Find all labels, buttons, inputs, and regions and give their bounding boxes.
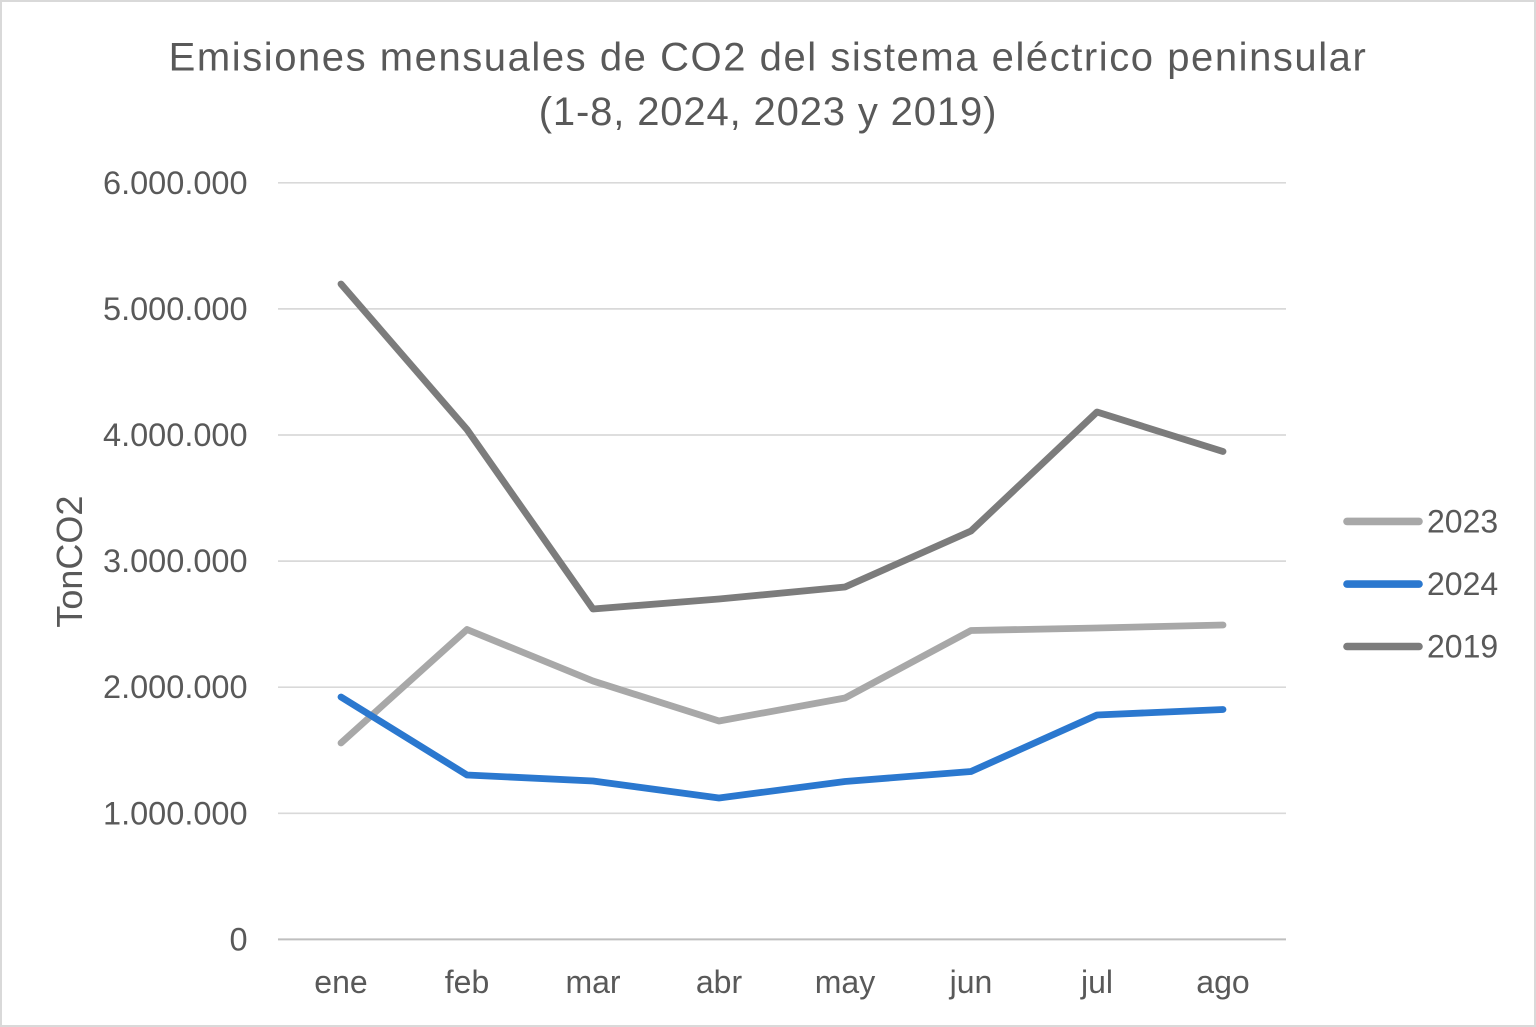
- svg-text:2019: 2019: [1427, 629, 1498, 665]
- svg-text:jul: jul: [1080, 964, 1113, 1000]
- svg-text:6.000.000: 6.000.000: [103, 165, 248, 201]
- svg-text:2024: 2024: [1427, 566, 1498, 602]
- svg-text:feb: feb: [445, 964, 489, 1000]
- svg-text:0: 0: [230, 921, 248, 957]
- svg-text:4.000.000: 4.000.000: [103, 417, 248, 453]
- svg-text:mar: mar: [565, 964, 620, 1000]
- svg-text:ene: ene: [314, 964, 367, 1000]
- svg-text:2023: 2023: [1427, 503, 1498, 539]
- svg-text:ago: ago: [1196, 964, 1249, 1000]
- svg-text:abr: abr: [696, 964, 743, 1000]
- svg-text:jun: jun: [949, 964, 993, 1000]
- svg-text:5.000.000: 5.000.000: [103, 291, 248, 327]
- svg-text:Emisiones mensuales de CO2 del: Emisiones mensuales de CO2 del sistema e…: [169, 35, 1368, 79]
- svg-text:1.000.000: 1.000.000: [103, 795, 248, 831]
- svg-text:3.000.000: 3.000.000: [103, 543, 248, 579]
- svg-text:(1-8, 2024, 2023 y 2019): (1-8, 2024, 2023 y 2019): [539, 90, 998, 134]
- svg-text:2.000.000: 2.000.000: [103, 669, 248, 705]
- svg-text:TonCO2: TonCO2: [49, 496, 90, 628]
- svg-text:may: may: [815, 964, 875, 1000]
